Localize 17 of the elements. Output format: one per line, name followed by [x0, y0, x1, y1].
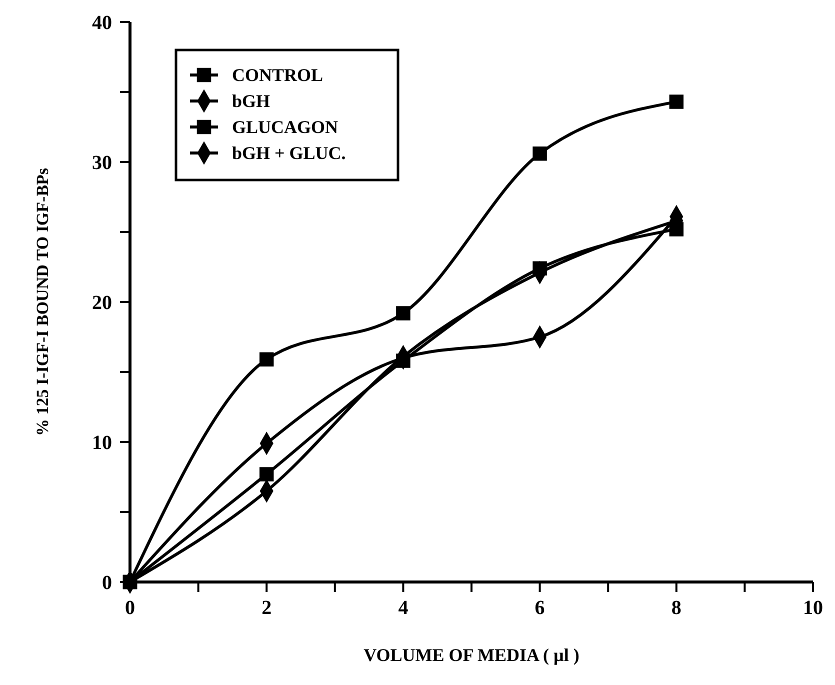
legend-label: bGH + GLUC.: [232, 143, 346, 163]
y-axis-title: % 125 I-IGF-I BOUND TO IGF-BPs: [33, 168, 52, 436]
x-tick-label: 0: [125, 597, 135, 619]
x-tick-label: 6: [534, 597, 545, 619]
legend-label: bGH: [232, 91, 270, 111]
legend-label: CONTROL: [232, 65, 324, 85]
x-tick-label: 10: [803, 597, 823, 619]
x-tick-label: 4: [398, 597, 408, 619]
y-tick-label: 30: [92, 152, 112, 174]
x-axis-title: VOLUME OF MEDIA ( µl ): [364, 645, 580, 665]
y-tick-label: 0: [102, 572, 112, 594]
x-tick-label: 2: [262, 597, 272, 619]
y-tick-label: 10: [92, 432, 112, 454]
x-tick-label: 8: [671, 597, 682, 619]
legend-label: GLUCAGON: [232, 117, 338, 137]
y-tick-label: 40: [92, 12, 112, 34]
y-tick-label: 20: [92, 292, 112, 314]
